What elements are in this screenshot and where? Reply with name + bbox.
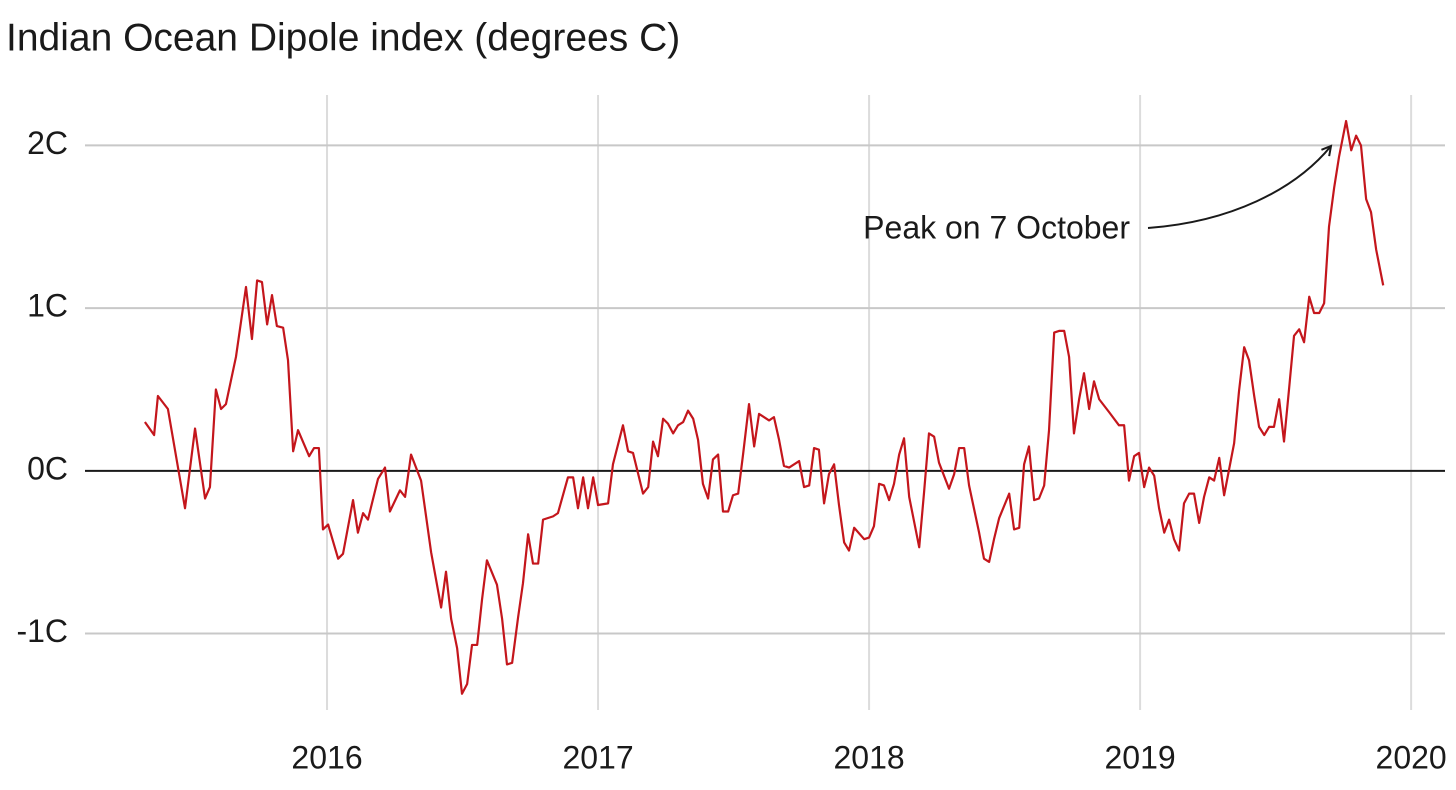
x-tick-label: 2017 (562, 739, 633, 775)
grid (85, 95, 1445, 710)
x-tick-label: 2018 (833, 739, 904, 775)
y-tick-label: 1C (27, 288, 68, 324)
data-line (144, 119, 1385, 695)
y-tick-label: -1C (16, 613, 68, 649)
annotation-arrow (1147, 146, 1331, 229)
x-tick-label: 2016 (291, 739, 362, 775)
y-tick-label: 0C (27, 450, 68, 486)
annotation: Peak on 7 October (863, 209, 1130, 245)
marks (144, 119, 1385, 695)
y-tick-label: 2C (27, 125, 68, 161)
chart-title: Indian Ocean Dipole index (degrees C) (6, 16, 680, 59)
x-tick-label: 2020 (1376, 739, 1447, 775)
x-tick-label: 2019 (1105, 739, 1176, 775)
